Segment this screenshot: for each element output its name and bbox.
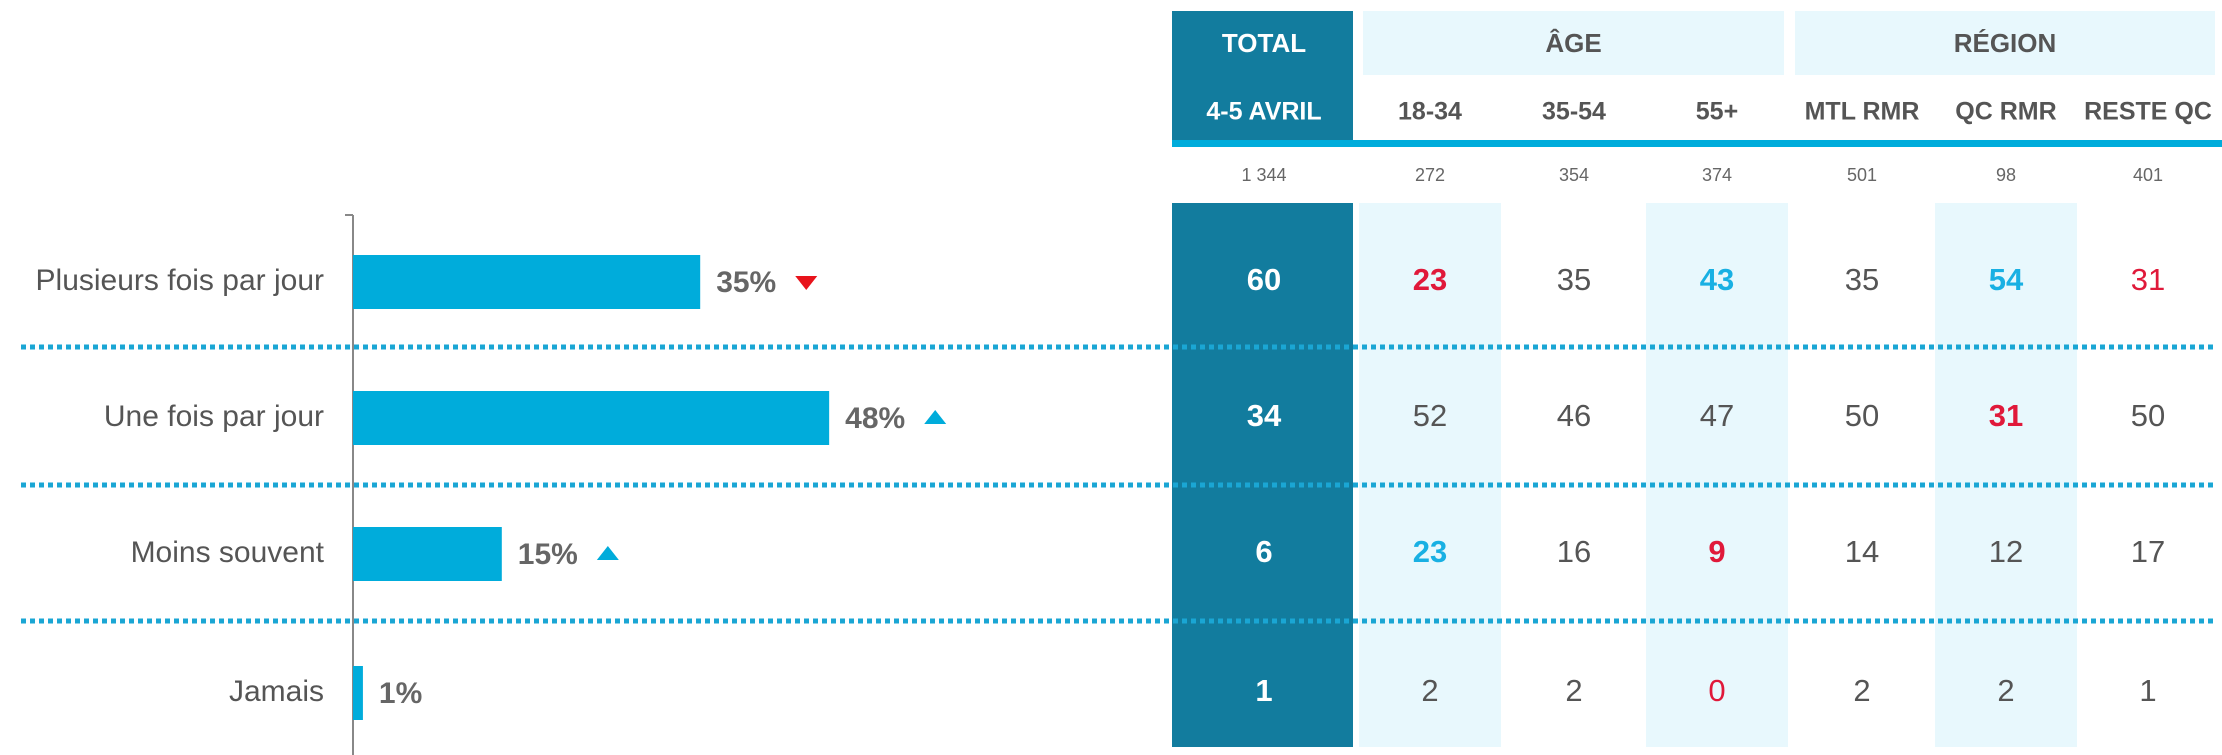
trend-arrow [795,276,818,290]
table-cell: 54 [1989,262,2024,297]
base-size: 374 [1702,165,1732,185]
total-header-bg [1172,11,1353,143]
value-label: 15% [518,538,578,571]
table-cell: 35 [1557,262,1591,297]
value-label: 48% [845,402,905,435]
table-cell: 12 [1989,534,2023,569]
column-header: 4-5 AVRIL [1206,98,1321,126]
category-label: Moins souvent [131,536,325,569]
table-cell: 2 [1565,673,1582,708]
table-cell: 34 [1247,398,1282,433]
table-cell: 17 [2131,534,2165,569]
base-size: 98 [1996,165,2016,185]
table-cell: 35 [1845,262,1879,297]
group-header-bg [1795,11,2215,75]
table-cell: 1 [1255,673,1272,708]
column-bg [1935,203,2077,747]
bar [353,666,363,720]
table-cell: 14 [1845,534,1879,569]
column-header: RESTE QC [2084,98,2212,126]
value-label: 35% [716,266,776,299]
bar [353,527,502,581]
table-cell: 31 [1989,398,2023,433]
table-cell: 43 [1700,262,1734,297]
table-cell: 2 [1997,673,2014,708]
base-size: 354 [1559,165,1589,185]
table-cell: 46 [1557,398,1591,433]
table-cell: 16 [1557,534,1591,569]
table-cell: 52 [1413,398,1447,433]
column-bg [1359,203,1501,747]
group-header: TOTAL [1222,28,1306,58]
group-header: RÉGION [1954,28,2057,58]
total-column-bg [1172,203,1353,747]
table-cell: 0 [1708,673,1725,708]
column-bg [1646,203,1788,747]
bar [353,255,701,309]
category-label: Une fois par jour [104,400,324,433]
table-cell: 23 [1413,262,1447,297]
table-cell: 50 [1845,398,1879,433]
base-size: 1 344 [1241,165,1286,185]
table-cell: 6 [1255,534,1272,569]
table-cell: 47 [1700,398,1734,433]
trend-arrow [596,546,619,560]
category-label: Plusieurs fois par jour [36,264,324,297]
column-header: 55+ [1696,98,1738,126]
column-header: MTL RMR [1805,98,1920,126]
base-size: 272 [1415,165,1445,185]
group-header-bg [1363,11,1784,75]
table-cell: 60 [1247,262,1281,297]
header-underline [1172,140,2222,147]
category-label: Jamais [229,675,324,708]
column-header: QC RMR [1955,98,2056,126]
column-header: 18-34 [1398,98,1462,126]
trend-arrow [924,410,947,424]
base-size: 401 [2133,165,2163,185]
table-cell: 50 [2131,398,2165,433]
table-cell: 23 [1413,534,1447,569]
table-cell: 9 [1708,534,1725,569]
value-label: 1% [379,677,422,710]
base-size: 501 [1847,165,1877,185]
group-header: ÂGE [1545,28,1601,58]
table-cell: 1 [2139,673,2156,708]
table-cell: 31 [2131,262,2165,297]
bar [353,391,830,445]
column-header: 35-54 [1542,98,1606,126]
table-cell: 2 [1853,673,1870,708]
table-cell: 2 [1421,673,1438,708]
